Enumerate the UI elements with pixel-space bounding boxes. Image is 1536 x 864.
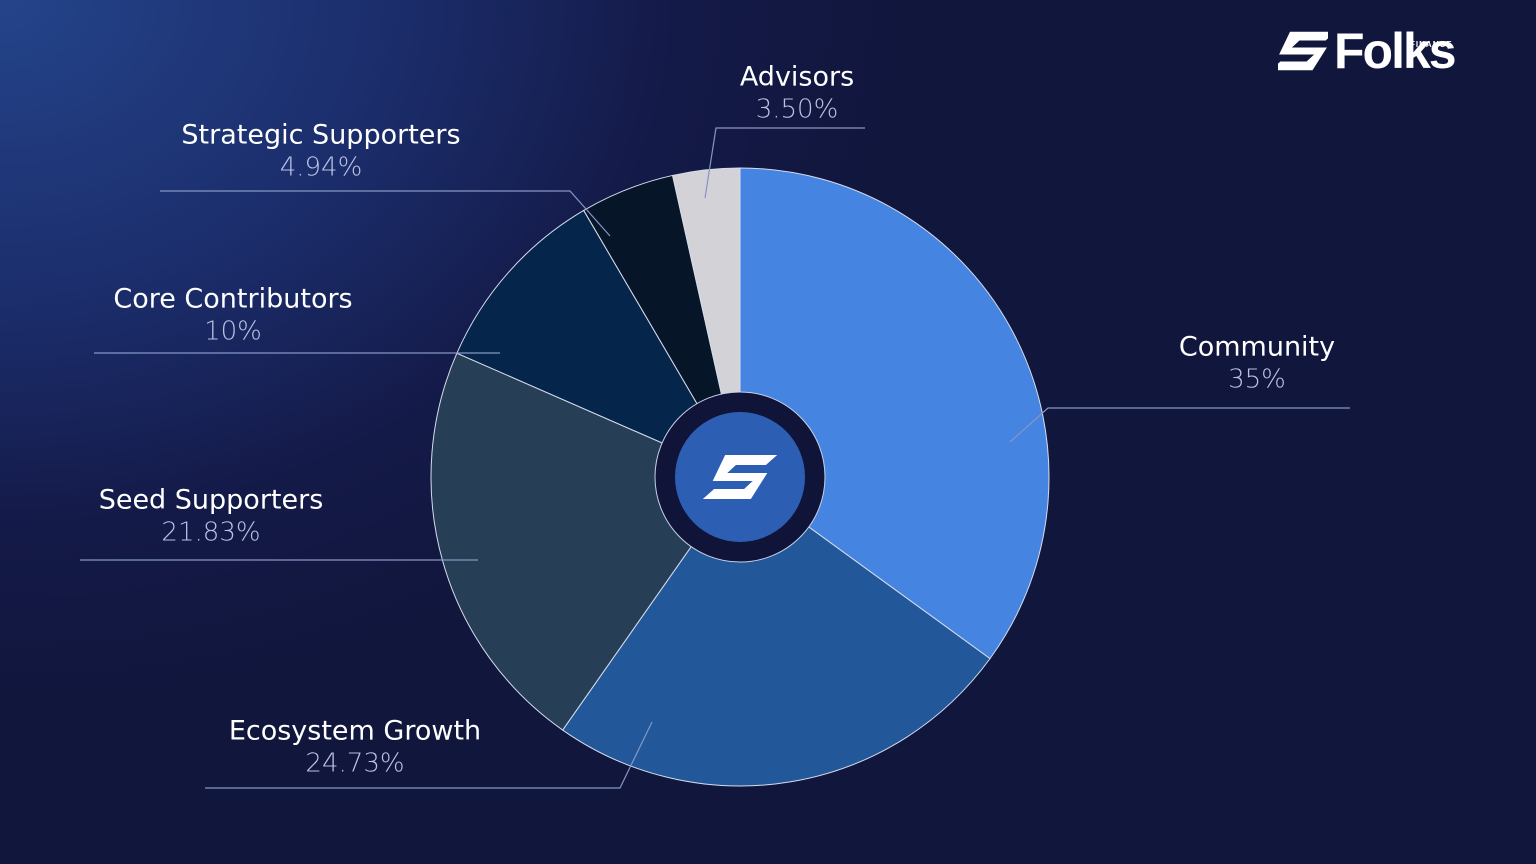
slice-label: Advisors — [740, 62, 854, 93]
folks-finance-logo: Folks FINANCE — [1278, 23, 1457, 79]
slice-percent-label: 3.50% — [756, 95, 839, 125]
folks-logo-icon — [1278, 31, 1328, 71]
slice-percent-label: 24.73% — [305, 749, 404, 779]
slice-label: Ecosystem Growth — [229, 716, 481, 747]
slice-label: Core Contributors — [113, 284, 352, 315]
slice-percent-label: 10% — [204, 317, 262, 347]
pie-slice-core-contributors — [456, 209, 742, 479]
slice-percent-label: 35% — [1228, 365, 1286, 395]
logo-subtitle: FINANCE — [1410, 40, 1453, 49]
leader-line — [160, 190, 611, 237]
pie-slice-ecosystem-growth — [561, 476, 991, 787]
leader-line — [205, 721, 653, 789]
slice-percent-label: 21.83% — [161, 518, 260, 548]
leader-line — [704, 127, 865, 199]
slice-label: Strategic Supporters — [181, 120, 460, 151]
logo-wordmark: Folks FINANCE — [1334, 23, 1457, 79]
leader-line — [1009, 407, 1350, 443]
folks-logo-icon — [702, 455, 778, 499]
slice-percent-label: 4.94% — [280, 153, 363, 183]
slice-label: Seed Supporters — [99, 485, 324, 516]
pie-slice-community — [739, 167, 1050, 660]
slice-label: Community — [1179, 332, 1335, 363]
